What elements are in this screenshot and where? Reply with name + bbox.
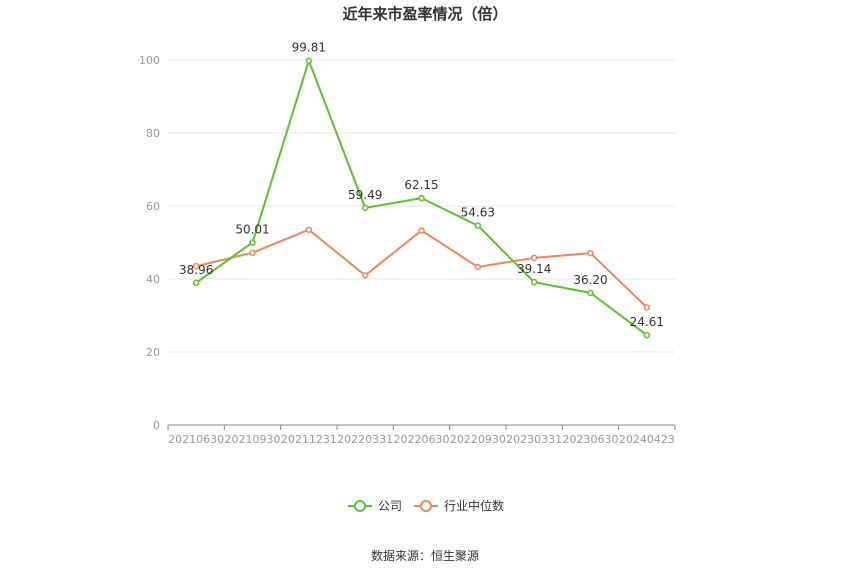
legend-label: 公司: [378, 499, 402, 513]
legend: 公司 行业中位数: [348, 498, 504, 513]
x-tick-label: 20230630: [563, 433, 619, 446]
source-note: 数据来源：恒生聚源: [371, 548, 479, 563]
y-axis: 0 20 40 60 80 100: [139, 54, 160, 432]
data-point: [587, 249, 594, 257]
data-point: [249, 239, 256, 246]
data-label: 24.61: [630, 315, 664, 329]
y-tick-label: 20: [146, 346, 160, 359]
data-label: 59.49: [348, 188, 382, 202]
data-label: 54.63: [461, 206, 495, 220]
data-point: [305, 226, 313, 233]
data-label: 50.01: [235, 222, 269, 236]
y-tick-label: 40: [146, 273, 160, 286]
data-label: 38.96: [179, 263, 213, 277]
data-point: [192, 279, 200, 287]
data-point: [530, 254, 538, 262]
data-point: [361, 204, 369, 212]
data-point: [361, 272, 369, 279]
data-point: [587, 289, 594, 297]
legend-swatch-marker: [354, 500, 366, 512]
series-layer: 38.96 50.01 99.81 59.49 62.15 54.63 39.14 36.20…: [179, 41, 664, 339]
x-tick-label: 20210930: [225, 433, 281, 446]
x-tick-label: 20220331: [337, 433, 393, 446]
grid-lines: [168, 59, 675, 353]
data-point: [418, 227, 425, 234]
data-point: [474, 263, 482, 271]
chart-title: 近年来市盈率情况（倍）: [342, 5, 507, 23]
x-tick-label: 20240423: [619, 433, 675, 446]
x-axis: 20210630 20210930 20211231 20220331 20220630…: [167, 424, 676, 446]
x-tick-label: 20210630: [168, 433, 224, 446]
data-point: [474, 222, 482, 229]
x-tick-label: 20230331: [506, 433, 562, 446]
legend-label: 行业中位数: [444, 498, 504, 513]
x-tick-label: 20220630: [394, 433, 450, 446]
data-point: [643, 331, 651, 339]
data-point: [249, 249, 256, 256]
data-point: [530, 278, 538, 286]
x-tick-label: 20220930: [450, 433, 506, 446]
data-label: 62.15: [404, 178, 438, 192]
series-line-1: [195, 228, 648, 309]
data-point: [418, 194, 425, 202]
data-point: [305, 57, 313, 64]
legend-swatch-marker: [420, 500, 432, 512]
x-tick-label: 20211231: [281, 433, 337, 446]
y-tick-label: 0: [153, 419, 160, 432]
y-tick-label: 60: [146, 200, 160, 213]
data-label: 36.20: [573, 273, 607, 287]
data-label: 39.14: [517, 262, 551, 276]
legend-item-0[interactable]: 公司: [348, 499, 402, 513]
legend-item-1[interactable]: 行业中位数: [414, 498, 504, 513]
data-point: [192, 262, 200, 270]
y-tick-label: 80: [146, 127, 160, 140]
data-point: [643, 304, 651, 311]
data-label: 99.81: [292, 41, 326, 55]
y-tick-label: 100: [139, 54, 160, 67]
